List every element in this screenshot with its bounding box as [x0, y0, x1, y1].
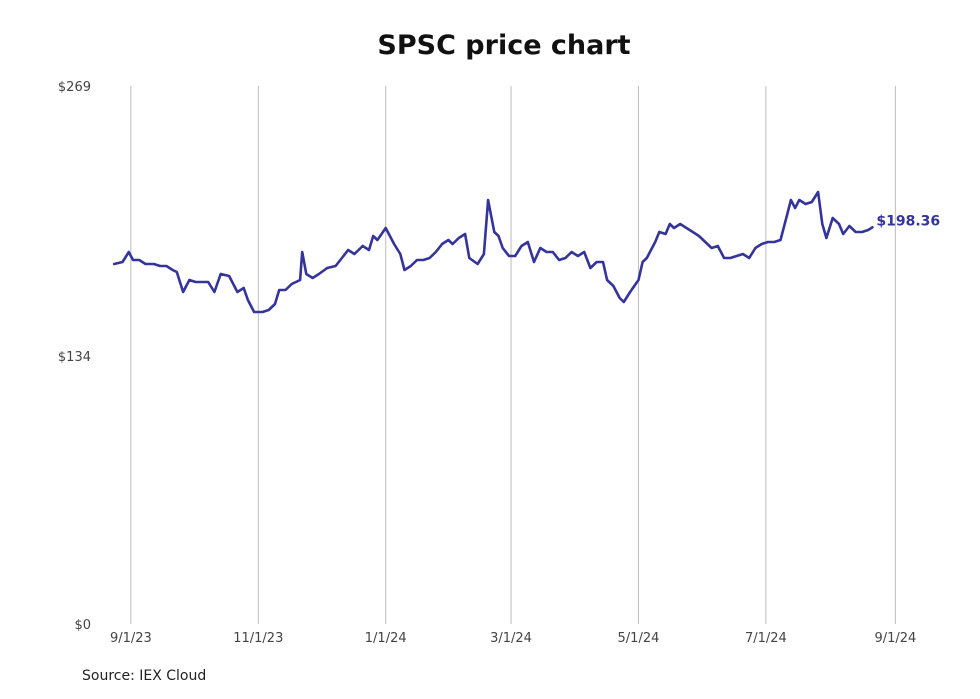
- x-tick-label: 9/1/23: [110, 631, 152, 646]
- x-tick-label: 5/1/24: [618, 631, 660, 646]
- chart-title: SPSC price chart: [377, 30, 631, 61]
- last-price-label: $198.36: [876, 213, 940, 229]
- vertical-gridlines: [130, 86, 896, 624]
- y-tick-label: $269: [58, 80, 91, 95]
- x-tick-label: 11/1/23: [233, 631, 283, 646]
- y-tick-label: $0: [74, 618, 91, 633]
- x-tick-label: 7/1/24: [745, 631, 787, 646]
- y-axis-ticks: $0 $134 $269: [58, 80, 91, 633]
- price-line: [112, 190, 874, 314]
- x-tick-label: 9/1/24: [874, 631, 916, 646]
- y-tick-label: $134: [58, 350, 91, 365]
- x-axis-ticks: 9/1/23 11/1/23 1/1/24 3/1/24 5/1/24 7/1/24 9/1…: [110, 631, 916, 646]
- source-note: Source: IEX Cloud: [82, 668, 207, 684]
- x-tick-label: 3/1/24: [490, 631, 532, 646]
- x-tick-label: 1/1/24: [365, 631, 407, 646]
